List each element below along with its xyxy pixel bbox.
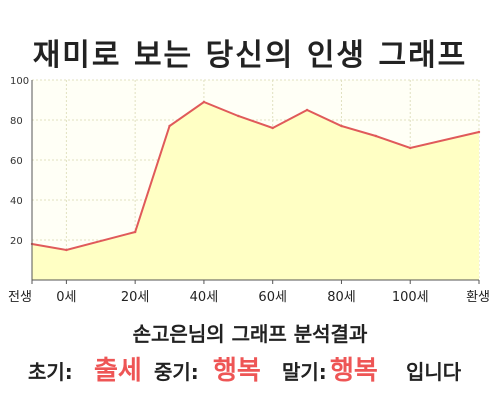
result-suffix: 입니다 [406, 360, 462, 384]
result-summary: 초기: 출세 중기: 행복 말기: 행복 입니다 [0, 350, 500, 386]
x-tick-label: 80세 [327, 290, 356, 305]
x-tick-label: 전생 [8, 290, 32, 305]
x-tick-label: 환생 [466, 290, 490, 305]
y-tick-label: 80 [10, 116, 23, 127]
data-point [477, 130, 481, 134]
area-fill [32, 102, 479, 280]
x-tick-label: 100세 [392, 290, 429, 305]
data-point [65, 248, 68, 252]
y-tick-label: 40 [10, 196, 23, 207]
data-point [237, 114, 240, 118]
data-point [340, 124, 343, 128]
x-tick-label: 40세 [190, 290, 219, 305]
data-point [202, 100, 206, 104]
life-graph-chart: 20 40 60 80 100 전생 0세 20세 40세 60세 80세 100세 환생 [8, 76, 490, 305]
mid-label: 중기: [154, 360, 199, 384]
data-point [409, 146, 412, 150]
result-title: 손고은님의 그래프 분석결과 [132, 322, 368, 346]
data-point [271, 126, 274, 130]
data-point [133, 230, 137, 234]
late-label: 말기: [282, 360, 327, 384]
y-tick-label: 100 [10, 76, 29, 87]
y-tick-label: 60 [10, 156, 23, 167]
data-point [374, 134, 378, 138]
mid-value: 행복 [213, 356, 261, 386]
page-title: 재미로 보는 당신의 인생 그래프 [32, 38, 468, 73]
x-tick-label: 0세 [56, 290, 76, 305]
y-tick-label: 20 [10, 236, 23, 247]
early-label: 초기: [28, 360, 73, 384]
series-line [31, 100, 480, 252]
x-tick-label: 60세 [258, 290, 287, 305]
late-value: 행복 [330, 356, 378, 386]
data-point [168, 124, 171, 128]
x-tick-label: 20세 [121, 290, 150, 305]
early-value: 출세 [94, 356, 142, 386]
data-point [305, 108, 309, 112]
